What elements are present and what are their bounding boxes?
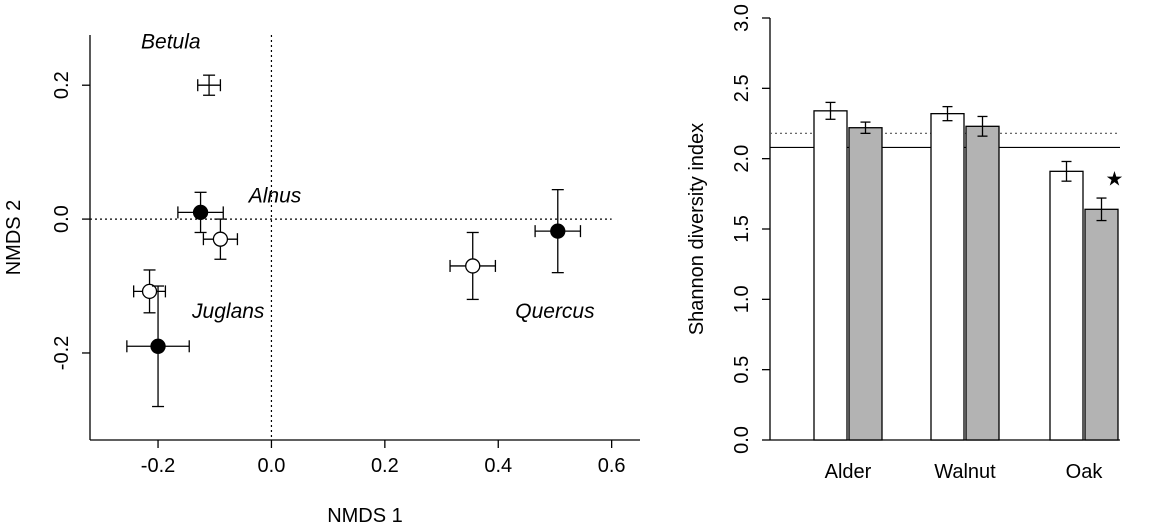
- y-axis-label: NMDS 2: [3, 200, 25, 276]
- data-point: [150, 338, 166, 354]
- species-label: Juglans: [191, 300, 265, 323]
- y-axis-label: Shannon diversity index: [686, 123, 708, 335]
- y-tick-label: 1.0: [731, 285, 753, 313]
- x-tick-label: 0.2: [371, 455, 399, 477]
- data-point: [550, 223, 566, 239]
- y-tick-label: 2.5: [731, 74, 753, 102]
- bar: [813, 110, 848, 441]
- y-tick-label: -0.2: [51, 336, 73, 370]
- x-tick-label: 0.6: [598, 455, 626, 477]
- y-tick-label: 0.2: [51, 71, 73, 99]
- species-label: Alnus: [247, 184, 302, 207]
- category-label: Walnut: [934, 461, 996, 483]
- y-tick-label: 3.0: [731, 4, 753, 32]
- x-axis-label: NMDS 1: [327, 505, 403, 526]
- category-label: Oak: [1066, 461, 1104, 483]
- y-tick-label: 0.0: [731, 426, 753, 454]
- species-label: Quercus: [515, 300, 595, 323]
- y-tick-label: 1.5: [731, 215, 753, 243]
- data-point: [141, 283, 158, 300]
- significance-marker: ★: [1106, 168, 1124, 190]
- y-tick-label: 0.5: [731, 356, 753, 384]
- x-tick-label: -0.2: [141, 455, 175, 477]
- bar: [965, 125, 1000, 441]
- bar: [1084, 208, 1119, 441]
- bar: [930, 113, 965, 441]
- x-tick-label: 0.0: [258, 455, 286, 477]
- bar: [1049, 170, 1084, 441]
- data-point: [465, 258, 481, 274]
- species-label: Betula: [141, 30, 201, 53]
- nmds-plot: -0.2 0.0 0.2 0.4 0.6 -0.2 0.0 0.2 NMDS 1 NMDS 2 Be…: [3, 30, 640, 526]
- y-tick-label: 2.0: [731, 145, 753, 173]
- category-label: Alder: [825, 461, 872, 483]
- data-point: [212, 231, 229, 247]
- data-point: [192, 204, 209, 221]
- x-tick-label: 0.4: [484, 455, 512, 477]
- y-tick-label: 0.0: [51, 205, 73, 233]
- bar: [848, 127, 883, 441]
- shannon-bar-chart: 0.0 0.5 1.0 1.5 2.0 2.5 3.0 Shannon diversity i…: [686, 4, 1123, 483]
